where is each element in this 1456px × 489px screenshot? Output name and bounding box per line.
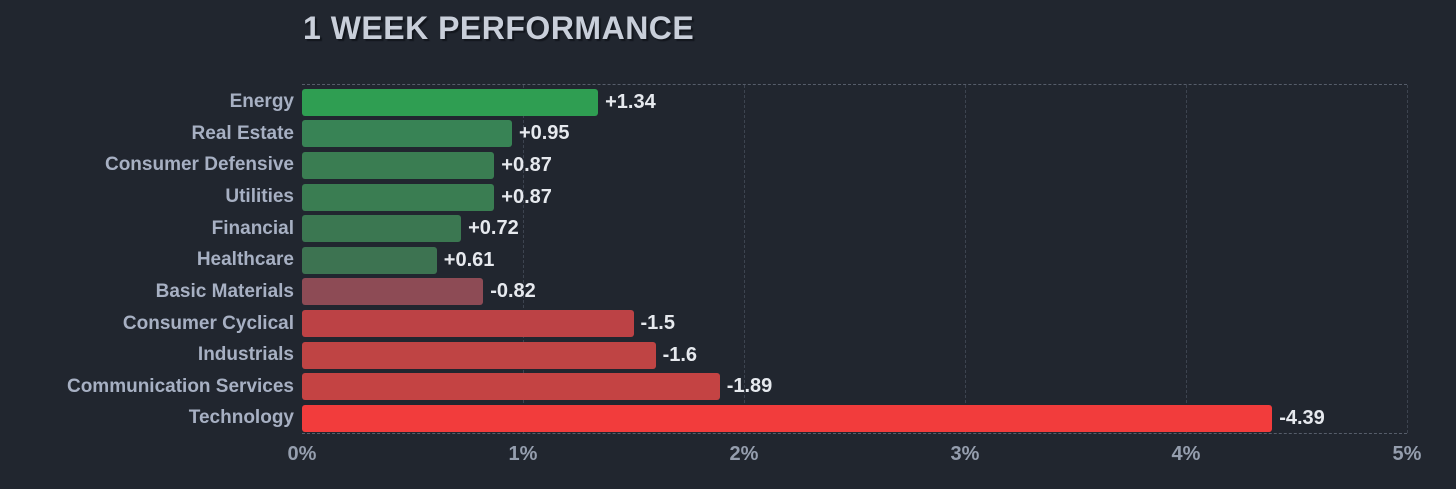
- chart-title: 1 WEEK PERFORMANCE: [303, 10, 695, 46]
- bar-track: -0.82: [302, 276, 1407, 308]
- gridline-2%: [744, 85, 745, 433]
- x-tick-label: 5%: [1392, 443, 1422, 465]
- bar-track: +0.72: [302, 213, 1407, 245]
- x-tick-label: 2%: [729, 443, 759, 465]
- bar-track: +0.87: [302, 181, 1407, 213]
- bar-row: Communication Services -1.89: [67, 371, 1407, 403]
- bar-row: Basic Materials -0.82: [156, 276, 1407, 308]
- bar: [302, 120, 512, 148]
- category-label: Basic Materials: [155, 280, 294, 302]
- value-label: +1.34: [605, 90, 656, 113]
- bar-track: +0.95: [302, 118, 1407, 150]
- bar-track: -1.89: [302, 371, 1407, 403]
- bar-row: Utilities +0.87: [225, 181, 1407, 213]
- value-label: -0.82: [490, 280, 536, 303]
- bar-row: Real Estate +0.95: [192, 118, 1407, 150]
- bar: [302, 373, 720, 401]
- bar: [302, 246, 437, 274]
- value-label: -4.39: [1279, 406, 1325, 429]
- value-label: +0.87: [501, 153, 552, 176]
- category-label: Industrials: [197, 344, 294, 366]
- category-label: Financial: [211, 217, 294, 239]
- value-label: +0.61: [443, 248, 495, 271]
- gridline-4%: [1186, 85, 1187, 433]
- bar-track: +1.34: [302, 86, 1407, 118]
- category-label: Energy: [229, 91, 294, 113]
- value-label: +0.87: [501, 185, 552, 208]
- category-label: Healthcare: [196, 249, 294, 271]
- category-label: Consumer Cyclical: [122, 312, 294, 334]
- bar-track: -4.39: [302, 403, 1407, 435]
- gridline-5%: [1407, 85, 1408, 433]
- bar-track: +0.61: [302, 245, 1407, 277]
- category-label: Utilities: [225, 186, 294, 208]
- bar-row: Technology -4.39: [189, 403, 1407, 435]
- category-label: Communication Services: [66, 375, 294, 397]
- x-tick-label: 4%: [1171, 443, 1201, 465]
- x-tick-label: 1%: [508, 443, 538, 465]
- bar-row: Consumer Cyclical -1.5: [123, 308, 1407, 340]
- bar: [302, 404, 1273, 432]
- value-label: -1.6: [662, 343, 698, 366]
- bar: [302, 151, 495, 179]
- gridline-3%: [965, 85, 966, 433]
- bar: [302, 88, 599, 116]
- bar-row: Financial +0.72: [212, 213, 1407, 245]
- value-label: -1.89: [726, 375, 773, 398]
- x-tick-label: 3%: [950, 443, 980, 465]
- bar: [302, 183, 495, 211]
- value-label: +0.72: [468, 217, 519, 240]
- x-tick-label: 0%: [287, 443, 317, 465]
- bar-row: Industrials -1.6: [198, 339, 1407, 371]
- bar-row: Consumer Defensive +0.87: [105, 150, 1407, 182]
- category-label: Real Estate: [191, 122, 294, 144]
- value-label: +0.95: [518, 122, 570, 145]
- bar: [302, 278, 484, 306]
- gridline-1%: [523, 85, 524, 433]
- bar-track: -1.6: [302, 339, 1407, 371]
- category-label: Consumer Defensive: [104, 154, 294, 176]
- plot-area: Energy +1.34 Real Estate +0.95 Consumer Defe…: [67, 84, 1421, 465]
- category-label: Technology: [188, 407, 294, 429]
- bar-row: Healthcare +0.61: [197, 245, 1407, 277]
- bar: [302, 310, 634, 338]
- bar-track: -1.5: [302, 308, 1407, 340]
- bar: [302, 215, 462, 243]
- bar-track: +0.87: [302, 150, 1407, 182]
- value-label: -1.5: [640, 312, 675, 335]
- bar: [302, 341, 656, 369]
- bar-row: Energy +1.34: [230, 86, 1407, 118]
